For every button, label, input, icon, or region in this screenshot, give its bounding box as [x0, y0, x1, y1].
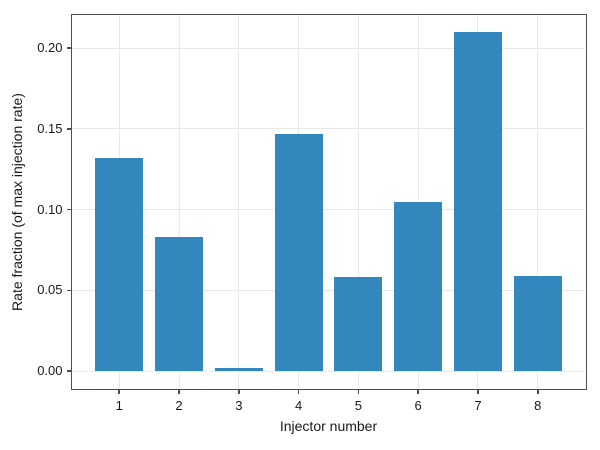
y-tick-label: 0.10	[37, 201, 63, 217]
y-gridline	[72, 128, 585, 130]
plot-area	[72, 15, 585, 388]
y-tick-mark	[66, 370, 71, 372]
x-tick-label: 8	[534, 398, 542, 413]
x-tick-label: 2	[175, 398, 183, 413]
x-gridline	[537, 15, 539, 388]
x-tick-mark	[477, 389, 479, 394]
bar	[214, 367, 263, 372]
y-tick-label: 0.15	[37, 120, 63, 136]
bar	[334, 277, 383, 372]
x-axis-label: Injector number	[279, 418, 378, 434]
bar	[155, 237, 203, 372]
bar	[394, 201, 443, 372]
bar	[513, 275, 562, 372]
y-gridline	[72, 209, 585, 211]
bar	[454, 31, 502, 372]
y-gridline	[72, 289, 585, 291]
y-tick-label: 0.20	[37, 40, 63, 56]
x-tick-mark	[238, 389, 240, 394]
y-tick-mark	[66, 47, 71, 49]
y-tick-mark	[66, 208, 71, 211]
bar	[274, 133, 323, 372]
x-gridline	[238, 15, 240, 388]
x-tick-label: 3	[235, 398, 243, 413]
x-tick-mark	[417, 389, 419, 394]
x-tick-label: 6	[414, 398, 422, 413]
y-tick-mark	[66, 289, 71, 292]
x-tick-label: 1	[115, 398, 123, 413]
y-tick-label: 0.05	[37, 282, 63, 298]
y-gridline	[72, 370, 585, 372]
x-tick-label: 7	[474, 398, 482, 413]
y-tick-label: 0.00	[37, 363, 63, 379]
x-gridline	[357, 15, 359, 388]
x-tick-mark	[357, 389, 360, 394]
x-tick-label: 4	[294, 398, 303, 413]
x-tick-mark	[178, 389, 180, 394]
x-tick-mark	[537, 389, 539, 394]
y-tick-mark	[66, 128, 71, 130]
x-gridline	[178, 15, 180, 388]
x-tick-label: 5	[354, 398, 362, 413]
y-gridline	[72, 47, 585, 49]
x-tick-mark	[118, 389, 120, 394]
bar	[95, 157, 144, 372]
x-tick-mark	[297, 389, 300, 394]
